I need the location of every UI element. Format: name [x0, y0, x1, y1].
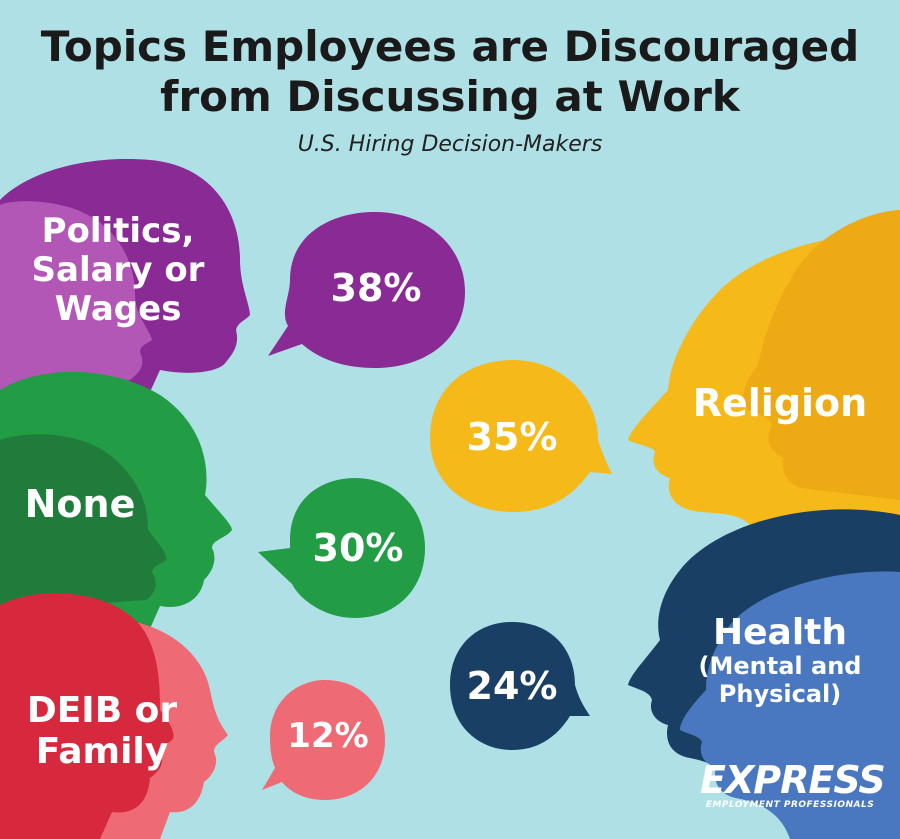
- topic-politics-line3: Wages: [54, 289, 182, 330]
- head-deib-front: [0, 593, 174, 839]
- head-none-front: [0, 434, 167, 610]
- bubble-deib[interactable]: [262, 680, 385, 800]
- topic-religion-line1: Religion: [692, 381, 868, 425]
- topic-politics-line1: Politics,: [41, 211, 195, 251]
- bubble-politics[interactable]: [268, 212, 465, 368]
- value-religion: 35%: [466, 415, 558, 459]
- bubble-none[interactable]: [258, 478, 425, 618]
- topic-politics: Politics, Salary or Wages: [18, 211, 218, 330]
- topic-health-line3: Physical): [718, 679, 842, 708]
- head-politics-front: [0, 201, 152, 400]
- topic-none: None: [10, 482, 150, 527]
- bubble-health[interactable]: [450, 622, 590, 750]
- logo-wordmark: EXPRESS: [700, 758, 886, 802]
- head-religion-back: [743, 210, 900, 500]
- chart-title: Topics Employees are Discouraged from Di…: [0, 22, 900, 122]
- value-none: 30%: [312, 526, 404, 570]
- value-politics: 38%: [330, 266, 422, 310]
- logo-tagline: EMPLOYMENT PROFESSIONALS: [705, 800, 875, 810]
- topic-deib: DEIB or Family: [12, 690, 192, 773]
- head-health-front: [680, 571, 900, 839]
- topic-deib-line2: Family: [35, 731, 169, 773]
- topic-religion: Religion: [680, 381, 880, 426]
- topic-health: Health (Mental and Physical): [680, 612, 880, 709]
- topic-deib-line1: DEIB or: [26, 690, 178, 731]
- title-line-2: from Discussing at Work: [160, 72, 740, 121]
- title-line-1: Topics Employees are Discouraged: [40, 22, 860, 71]
- topic-none-line1: None: [24, 482, 136, 526]
- express-logo: EXPRESS EMPLOYMENT PROFESSIONALS: [700, 758, 886, 810]
- topic-health-line2: (Mental and: [698, 652, 862, 681]
- chart-subtitle: U.S. Hiring Decision-Makers: [297, 132, 603, 157]
- value-health: 24%: [466, 664, 558, 708]
- bubble-religion[interactable]: [430, 360, 612, 512]
- topic-politics-line2: Salary or: [31, 250, 205, 291]
- value-deib: 12%: [287, 716, 369, 756]
- topic-health-line1: Health: [712, 612, 847, 653]
